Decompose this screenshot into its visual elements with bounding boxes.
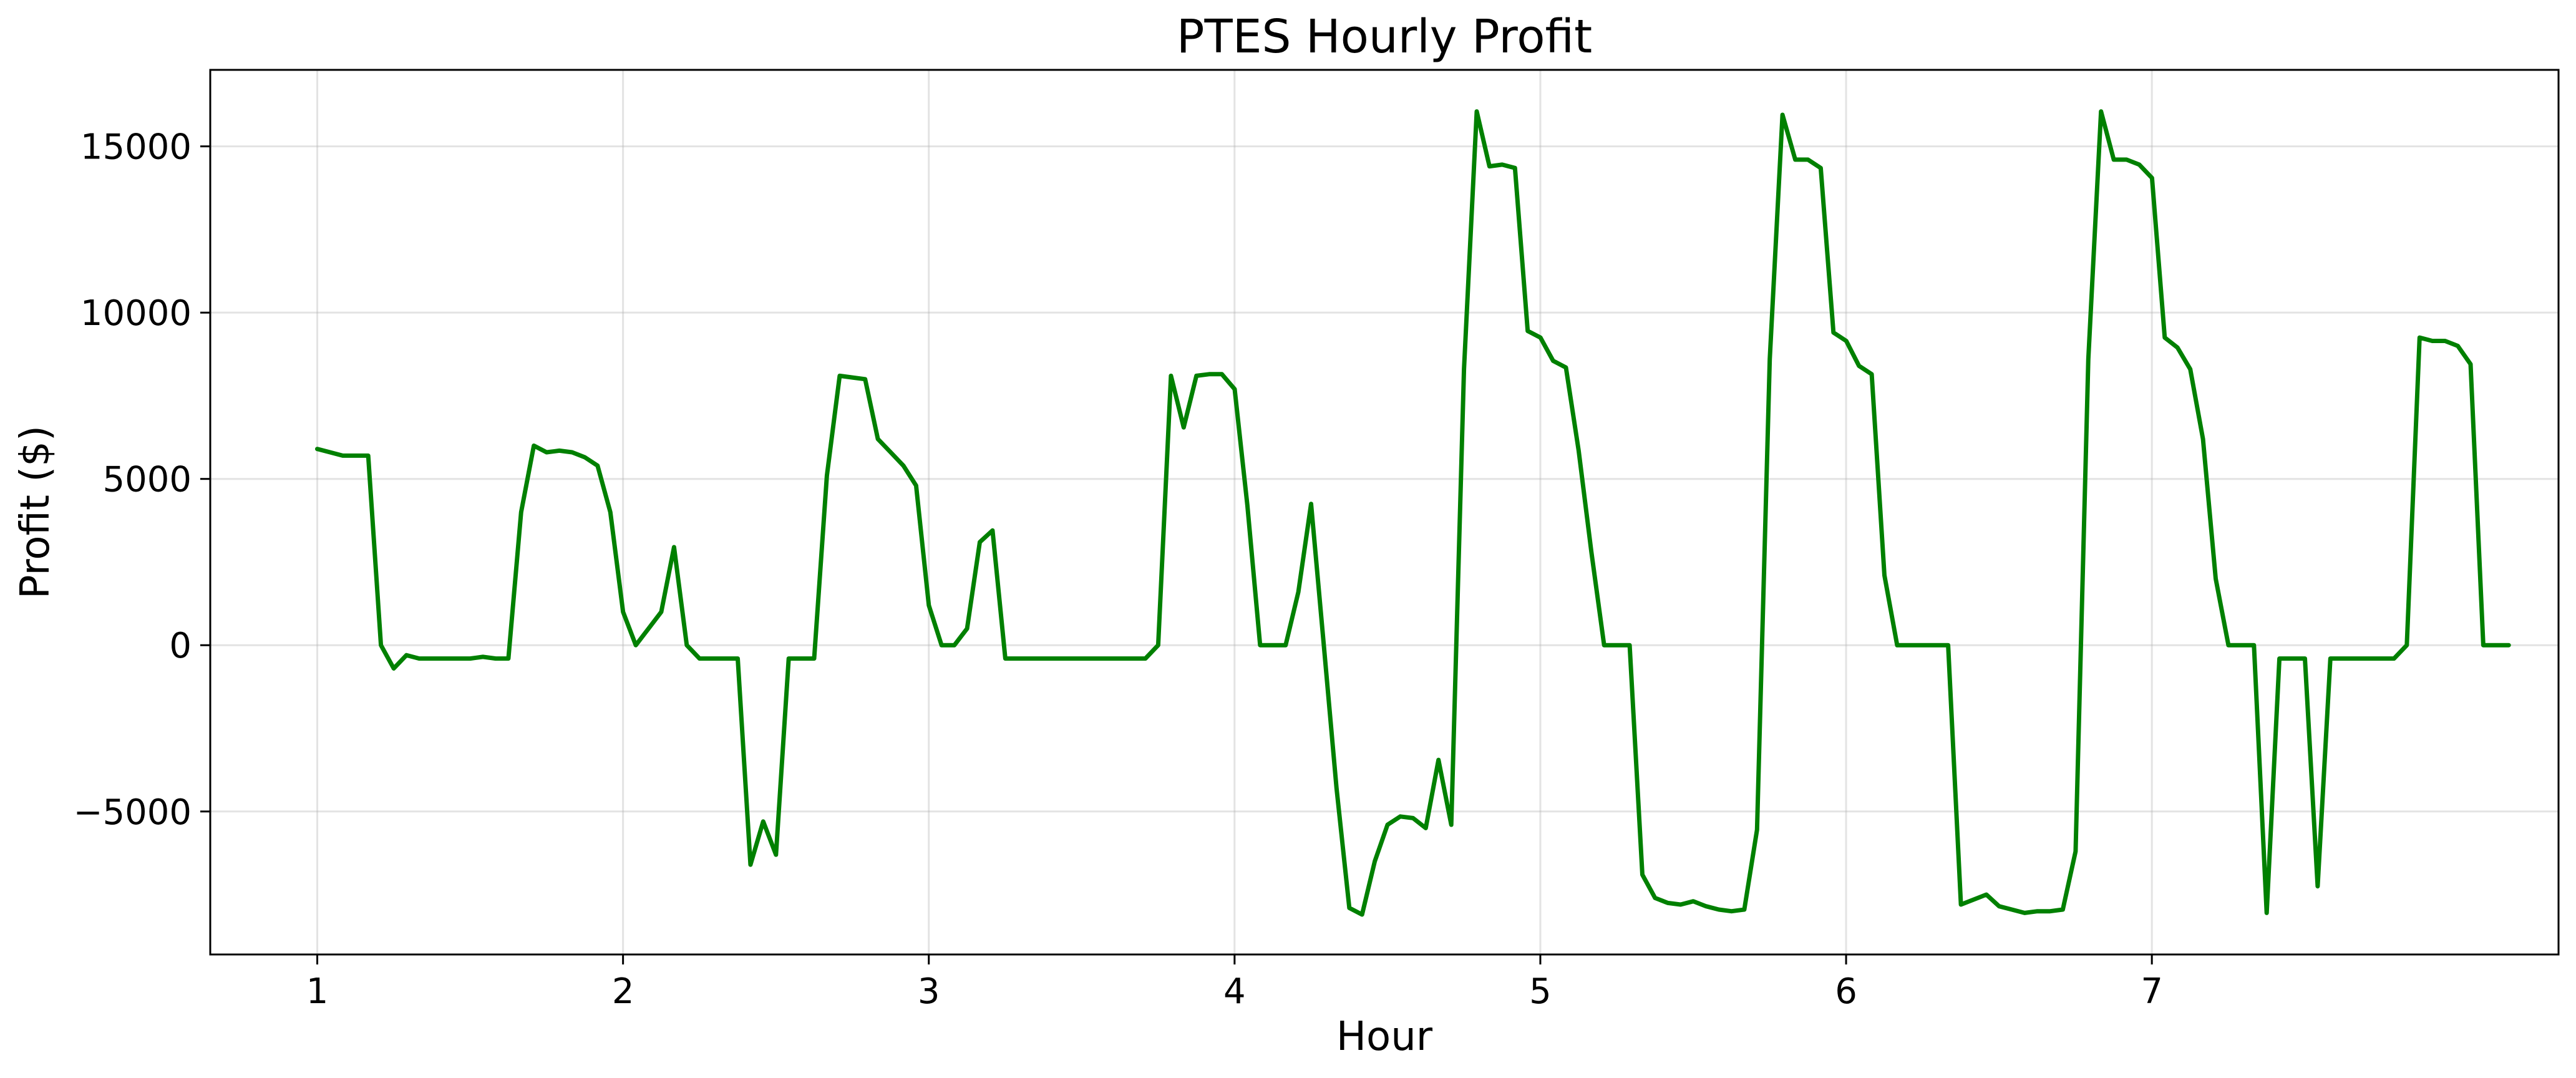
x-tick-label: 3 [918, 971, 940, 1012]
y-axis-title: Profit ($) [12, 425, 59, 599]
series-layer [315, 109, 2511, 917]
series-line-profit [315, 109, 2511, 917]
x-tick-label: 7 [2141, 971, 2163, 1012]
x-axis-title: Hour [1336, 1014, 1433, 1060]
plot-frame [209, 69, 2560, 956]
x-tick-label: 1 [306, 971, 329, 1012]
y-axis: −5000 0 5000 10000 15000 [74, 127, 210, 833]
x-axis: 1 2 3 4 5 6 7 [306, 954, 2163, 1012]
x-tick-label: 6 [1835, 971, 1857, 1012]
chart-title: PTES Hourly Profit [1177, 10, 1592, 64]
y-tick-label: 0 [169, 626, 192, 666]
x-tick-label: 2 [612, 971, 634, 1012]
y-tick-label: 10000 [80, 293, 192, 334]
y-tick-label: −5000 [74, 792, 192, 833]
y-tick-label: 5000 [102, 460, 192, 500]
x-tick-label: 4 [1223, 971, 1246, 1012]
y-tick-label: 15000 [80, 127, 192, 168]
grid [210, 70, 2559, 954]
x-tick-label: 5 [1529, 971, 1552, 1012]
